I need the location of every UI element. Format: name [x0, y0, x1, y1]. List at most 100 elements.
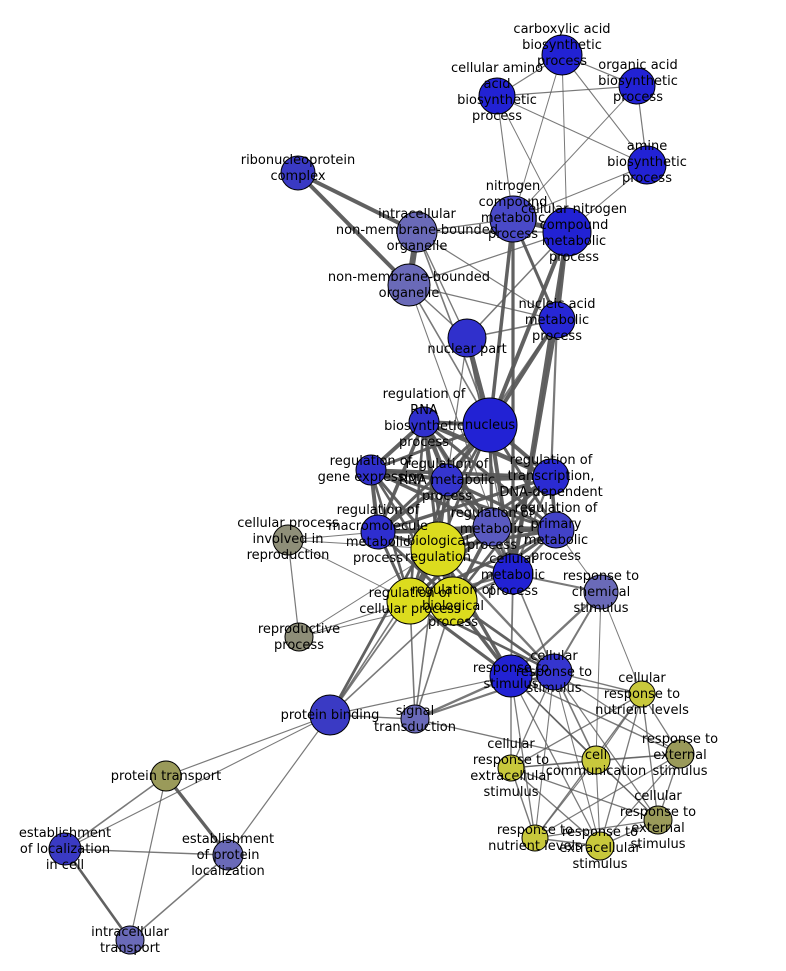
network-node-biological-regulation[interactable]: biological regulation [410, 521, 466, 577]
network-edge [408, 421, 426, 602]
network-edge [414, 670, 555, 721]
network-node-regulation-of-transcription-DNA-dependent[interactable]: regulation of transcription, DNA-depende… [532, 458, 570, 496]
edges-layer [63, 54, 681, 941]
network-node-cellular-process-involved-in-reproduction[interactable]: cellular process involved in reproductio… [272, 524, 304, 556]
network-node-intracellular-transport[interactable]: intracellular transport [115, 925, 145, 955]
network-edge [370, 468, 493, 529]
network-node-response-to-stimulus[interactable]: response to stimulus [489, 654, 533, 698]
network-node-carboxylic-acid-biosynthetic-process[interactable]: carboxylic acid biosynthetic process [541, 34, 583, 76]
network-edge [600, 591, 643, 695]
network-node-ribonucleoprotein-complex[interactable]: ribonucleoprotein complex [280, 155, 316, 191]
network-node-protein-transport[interactable]: protein transport [150, 760, 182, 792]
network-edge [437, 548, 555, 673]
network-edge [376, 421, 426, 533]
network-edge [408, 284, 558, 321]
network-node-response-to-external-stimulus[interactable]: response to external stimulus [665, 739, 695, 769]
network-edge [549, 319, 559, 478]
network-edge [510, 675, 536, 839]
network-node-reproductive-process[interactable]: reproductive process [284, 622, 314, 652]
network-edge [488, 218, 515, 426]
network-edge [414, 548, 439, 720]
network-edge [370, 468, 557, 532]
network-edge [561, 54, 568, 233]
network-edge [446, 478, 557, 532]
network-edge [422, 421, 515, 575]
network-edge [510, 675, 681, 755]
network-edge [414, 718, 597, 761]
network-node-response-to-extracellular-stimulus[interactable]: response to extracellular stimulus [585, 831, 615, 861]
network-node-cellular-amino-acid-biosynthetic-process[interactable]: cellular amino acid biosynthetic process [478, 77, 516, 115]
network-edge [510, 767, 601, 847]
network-node-regulation-of-RNA-metabolic-process[interactable]: regulation of RNA metabolic process [430, 463, 464, 497]
network-node-regulation-of-cellular-process[interactable]: regulation of cellular process [386, 577, 434, 625]
network-node-protein-binding[interactable]: protein binding [309, 694, 351, 736]
network-edge [510, 767, 659, 821]
network-edge [329, 600, 454, 716]
network-edge [512, 164, 648, 220]
network-node-amine-biosynthetic-process[interactable]: amine biosynthetic process [627, 145, 667, 185]
network-edge [416, 231, 558, 321]
network-node-cellular-nitrogen-compound-metabolic-process[interactable]: cellular nitrogen compound metabolic pro… [542, 207, 592, 257]
network-node-cellular-response-to-nutrient-levels[interactable]: cellular response to nutrient levels [628, 680, 656, 708]
network-edge [329, 675, 512, 716]
nodes-layer: carboxylic acid biosynthetic process orga… [48, 34, 695, 955]
network-edge [534, 819, 659, 839]
network-node-nuclear-part[interactable]: nuclear part [447, 318, 487, 358]
network-node-regulation-of-primary-metabolic-process[interactable]: regulation of primary metabolic process [537, 511, 575, 549]
network-edge [64, 775, 167, 850]
network-node-cellular-response-to-stimulus[interactable]: cellular response to stimulus [535, 653, 573, 691]
network-node-non-membrane-bounded-organelle[interactable]: non-membrane-bounded organelle [387, 263, 431, 307]
network-edge [129, 775, 167, 941]
network-edge [534, 671, 555, 839]
labels-layer: carboxylic acid biosynthetic process organi… [19, 22, 718, 956]
network-edge [64, 848, 229, 856]
network-edge [488, 231, 569, 426]
network-node-nucleus[interactable]: nucleus [462, 397, 518, 453]
network-node-response-to-chemical-stimulus[interactable]: response to chemical stimulus [583, 574, 619, 610]
network-node-regulation-of-macromolecule-metabolic-process[interactable]: regulation of macromolecule metabolic pr… [360, 514, 396, 550]
network-edge [534, 759, 597, 839]
network-edge [369, 469, 455, 602]
network-node-response-to-nutrient-levels[interactable]: response to nutrient levels [521, 824, 549, 852]
network-node-establishment-of-protein-localization[interactable]: establishment of protein localization [212, 839, 244, 871]
network-edge [496, 95, 568, 233]
network-edge [227, 714, 331, 856]
network-node-organic-acid-biosynthetic-process[interactable]: organic acid biosynthetic process [618, 67, 656, 105]
network-edge [63, 848, 132, 941]
network-node-intracellular-non-membrane-bounded-organelle[interactable]: intracellular non-membrane-bounded organ… [396, 211, 438, 253]
network-edge [296, 171, 411, 287]
network-node-signal-transduction[interactable]: signal transduction [400, 704, 430, 734]
network-edge [553, 671, 681, 755]
network-edge [496, 85, 638, 97]
network-edge [164, 774, 230, 857]
network-edge [512, 54, 563, 220]
network-node-cellular-metabolic-process[interactable]: cellular metabolic process [492, 553, 534, 595]
network-node-cellular-response-to-extracellular-stimulus[interactable]: cellular response to extracellular stimu… [497, 754, 525, 782]
network-node-regulation-of-biological-process[interactable]: regulation of biological process [428, 576, 478, 626]
network-node-establishment-of-localization-in-cell[interactable]: establishment of localization in cell [48, 832, 82, 866]
network-edge [561, 54, 648, 166]
network-node-regulation-of-RNA-biosynthetic-process[interactable]: regulation of RNA biosynthetic process [408, 406, 440, 438]
network-edge [329, 548, 439, 716]
network-edge [534, 753, 681, 839]
network-node-cell-communication[interactable]: cell communication [581, 745, 611, 775]
network-edge [64, 714, 331, 850]
network-node-regulation-of-gene-expression[interactable]: regulation of gene expression [355, 454, 387, 486]
network-node-nitrogen-compound-metabolic-process[interactable]: nitrogen compound metabolic process [489, 195, 537, 243]
network-edge [553, 671, 601, 847]
network-edge [599, 693, 643, 847]
network-edge [446, 337, 468, 481]
network-node-regulation-of-metabolic-process[interactable]: regulation of metabolic process [472, 507, 512, 547]
network-node-nucleic-acid-metabolic-process[interactable]: nucleic acid metabolic process [538, 301, 576, 339]
network-edge [165, 714, 331, 777]
network-edge [512, 85, 638, 220]
network-edge [297, 171, 418, 234]
network-node-cellular-response-to-external-stimulus[interactable]: cellular response to external stimulus [643, 805, 673, 835]
network-edge [599, 753, 681, 847]
network-edge [408, 231, 568, 286]
network-edge [287, 539, 300, 638]
network-edge [510, 693, 643, 769]
network-edge [129, 854, 229, 941]
